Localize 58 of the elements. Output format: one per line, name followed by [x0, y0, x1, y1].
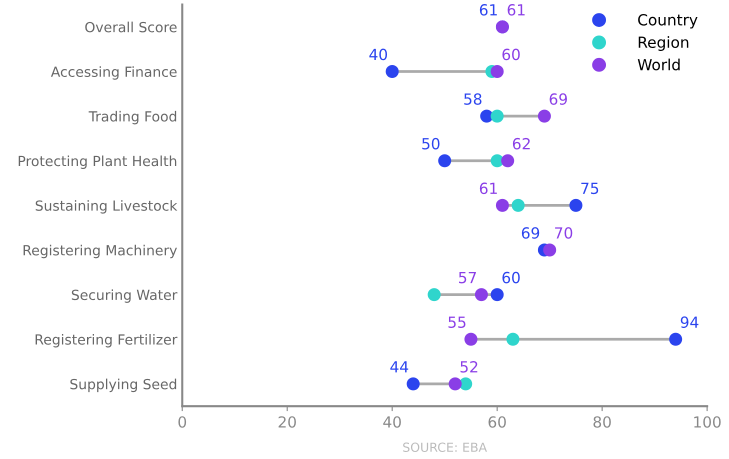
data-label: 57 [459, 272, 476, 284]
data-label: 62 [512, 138, 530, 150]
y-tick-label: Registering Machinery [24, 244, 177, 258]
y-tick-label: Sustaining Livestock [36, 200, 178, 214]
legend-label: Region [638, 36, 688, 51]
legend-label: World [638, 58, 680, 70]
data-label: 94 [680, 316, 698, 328]
legend-label: Country [638, 14, 698, 29]
point [474, 288, 488, 302]
point [428, 288, 441, 302]
data-label: 69 [550, 93, 567, 105]
x-tick-label: 100 [694, 416, 721, 428]
point [543, 244, 556, 257]
y-tick-label: Protecting Plant Health [18, 156, 176, 169]
data-label: 61 [508, 4, 525, 16]
point [496, 198, 509, 212]
data-label: 60 [502, 272, 520, 284]
x-tick-label: 20 [278, 416, 296, 428]
data-label: 61 [480, 182, 497, 194]
point [512, 198, 525, 212]
point [490, 110, 504, 123]
x-tick-label: 80 [593, 416, 611, 428]
point [386, 65, 399, 78]
data-label: 58 [464, 93, 482, 105]
point [506, 332, 520, 346]
y-tick-label: Supplying Seed [70, 378, 176, 392]
data-label: 50 [422, 138, 440, 150]
point [538, 110, 551, 123]
x-tick-label: 40 [383, 416, 401, 428]
point [406, 377, 420, 390]
y-tick-label: Registering Fertilizer [36, 334, 178, 348]
point [490, 288, 504, 302]
point [490, 65, 504, 78]
point [490, 154, 504, 168]
point [448, 377, 462, 390]
point [459, 377, 472, 390]
data-label: 75 [581, 182, 598, 194]
data-label: 61 [480, 4, 497, 16]
y-tick-label: Trading Food [88, 110, 176, 124]
data-label: 70 [555, 227, 572, 239]
x-tick-label: 0 [178, 416, 186, 428]
point [464, 332, 478, 346]
point [669, 332, 682, 346]
data-label: 60 [502, 48, 520, 60]
point [480, 110, 494, 123]
point [569, 198, 582, 212]
point [501, 154, 514, 168]
data-label: 40 [369, 48, 388, 60]
y-tick-label: Overall Score [85, 22, 177, 32]
data-label: 44 [390, 361, 408, 372]
point [438, 154, 452, 168]
source-note: SOURCE: EBA [403, 442, 487, 452]
y-tick-label: Securing Water [72, 289, 178, 303]
data-label: 69 [522, 227, 540, 239]
data-label: 52 [460, 361, 478, 373]
y-tick-label: Accessing Finance [50, 66, 177, 80]
x-tick-label: 60 [488, 416, 506, 428]
data-label: 55 [448, 316, 466, 328]
